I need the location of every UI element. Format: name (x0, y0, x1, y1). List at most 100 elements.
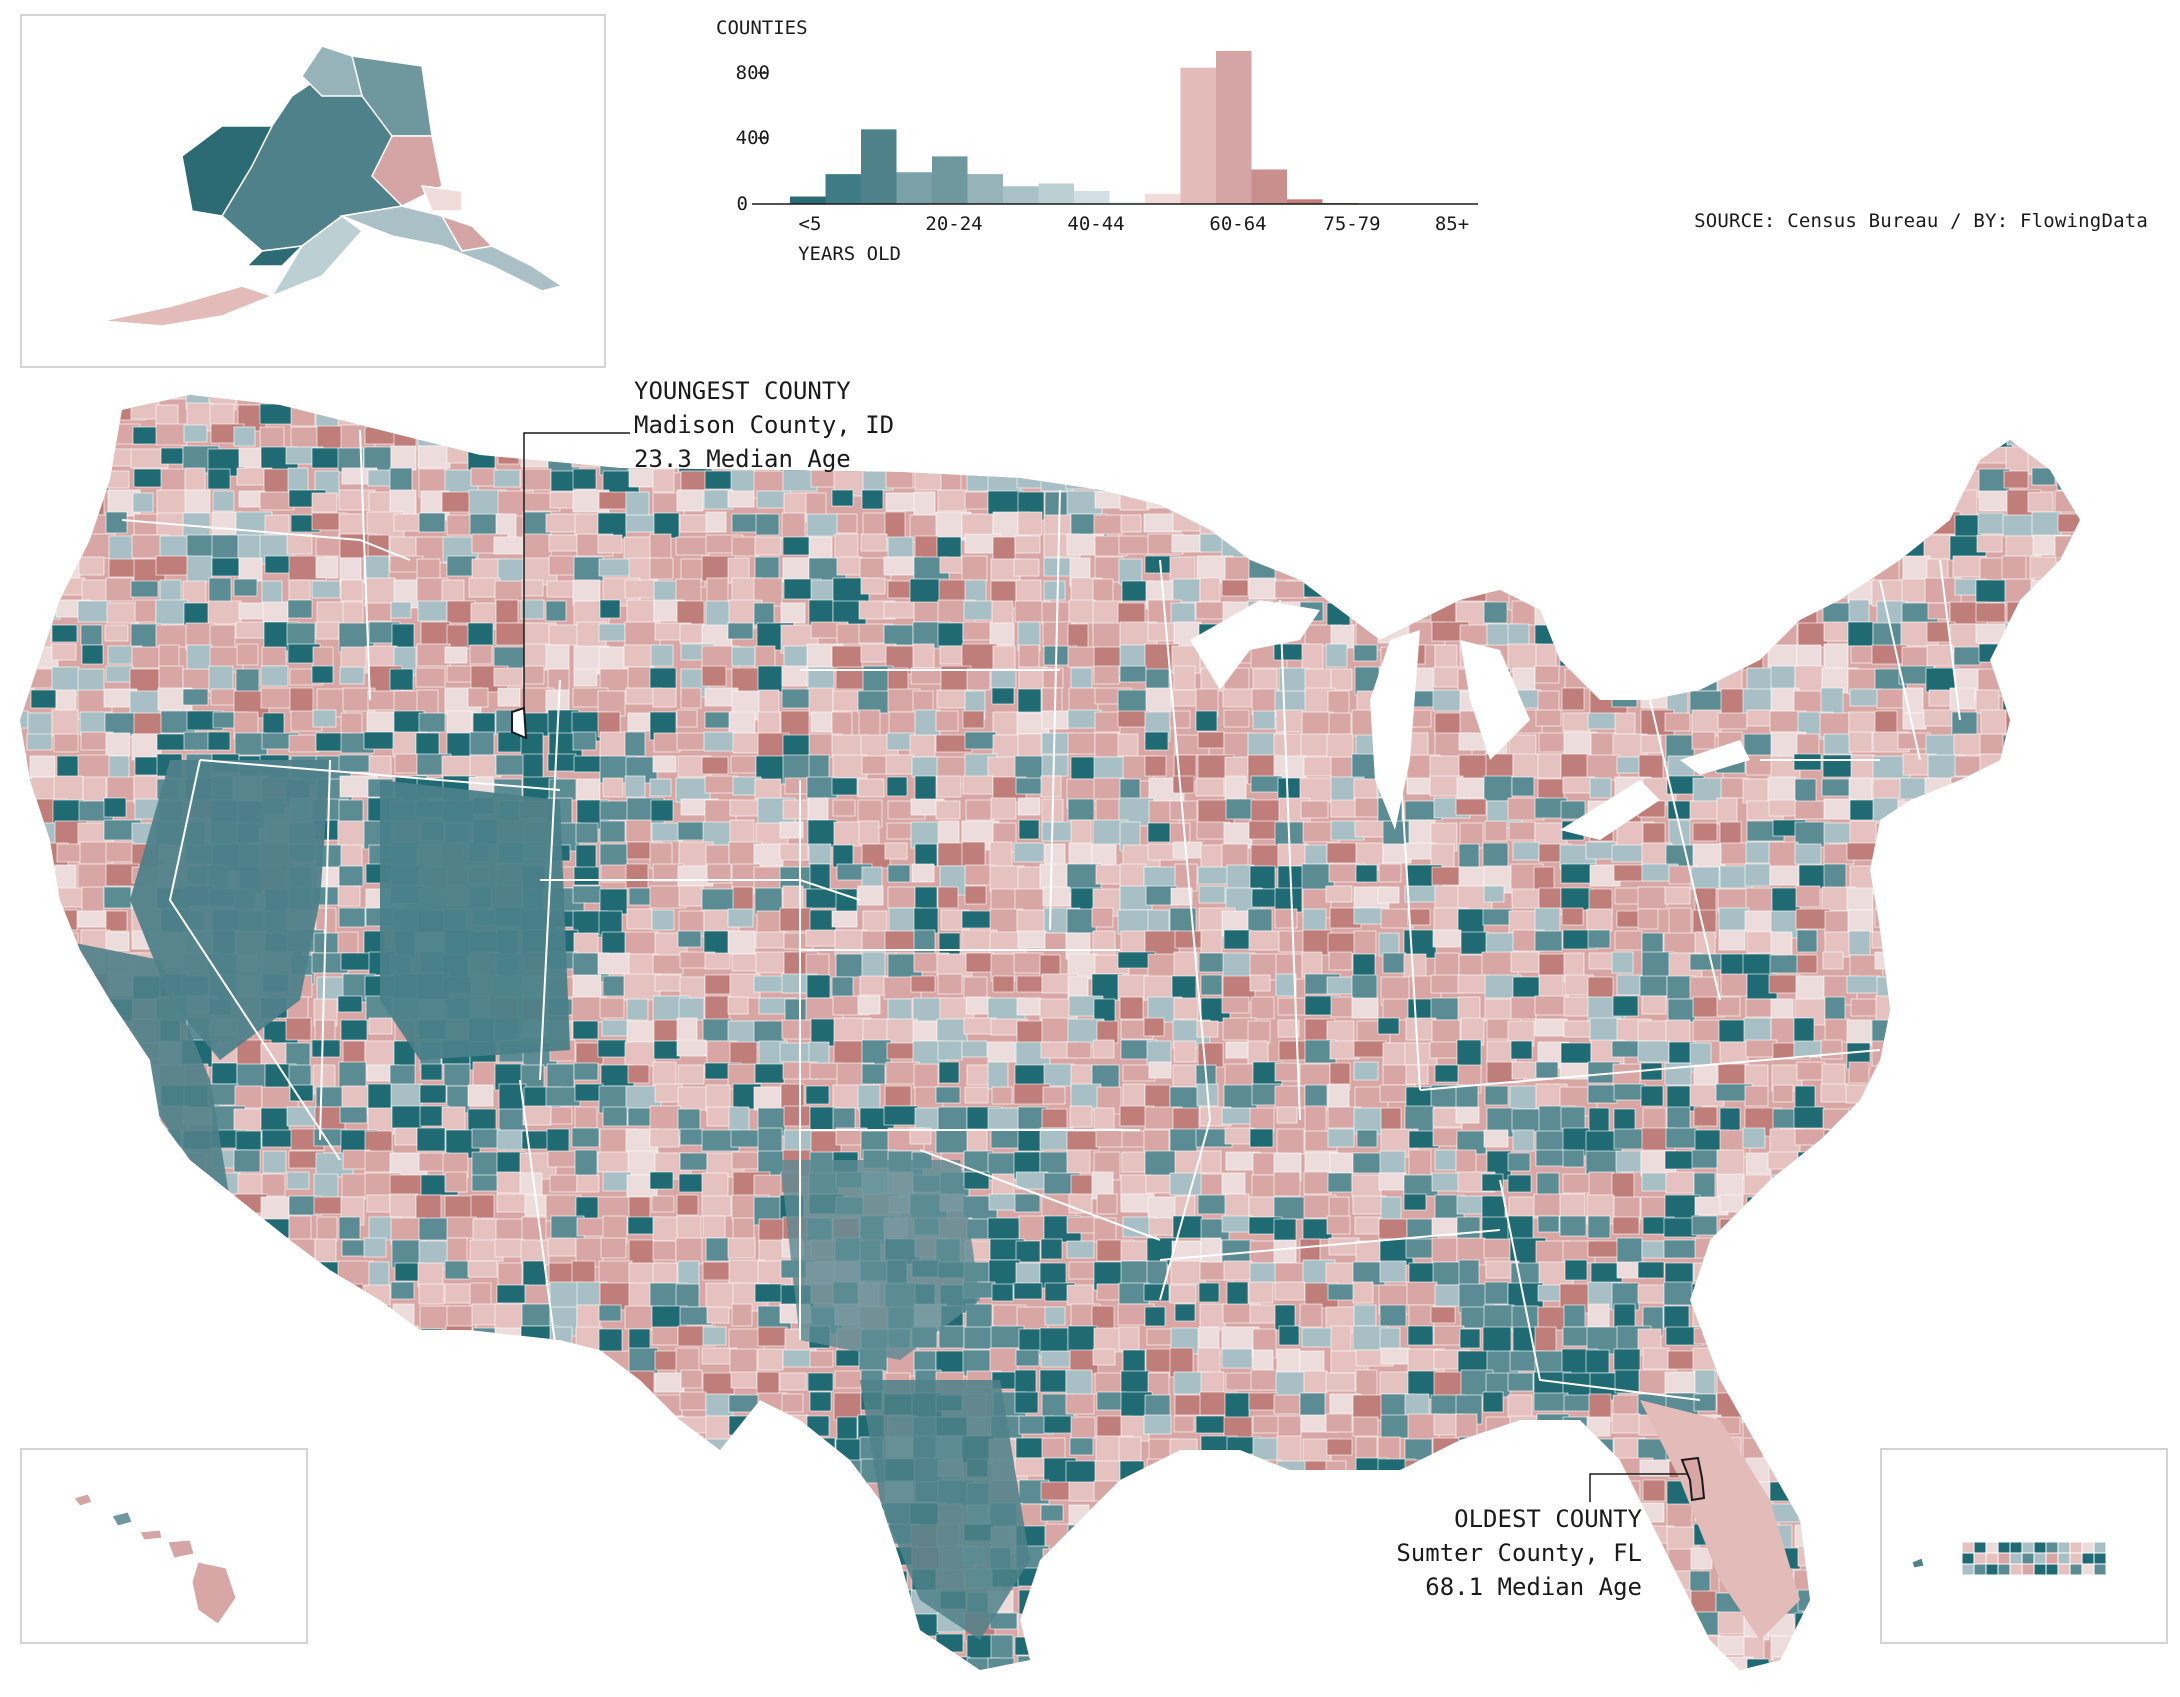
county-cell (20, 533, 40, 557)
county-cell (1017, 1613, 1045, 1641)
county-cell (445, 1547, 469, 1575)
county-cell (1146, 1547, 1184, 1568)
county-cell (965, 395, 996, 409)
county-cell (235, 1284, 265, 1314)
county-cell (1928, 467, 1967, 495)
county-cell (495, 1635, 533, 1664)
county-cell (1459, 1460, 1494, 1482)
county-cell (1797, 1350, 1827, 1380)
county-cell (51, 887, 85, 908)
county-cell (727, 1237, 756, 1259)
county-cell (1172, 1064, 1200, 1088)
county-cell (27, 1040, 53, 1061)
county-cell (781, 1438, 819, 1458)
county-cell (1327, 1128, 1355, 1148)
county-cell (705, 1614, 728, 1632)
county-cell (2106, 647, 2130, 671)
county-cell (1953, 445, 1979, 465)
county-cell (340, 844, 363, 868)
county-cell (1355, 864, 1378, 883)
county-cell (181, 1240, 204, 1266)
county-cell (1013, 558, 1040, 577)
county-cell (1975, 798, 2012, 823)
county-cell (391, 1393, 429, 1420)
county-cell (1249, 1128, 1274, 1148)
county-cell (81, 644, 104, 665)
county-cell (2055, 401, 2080, 421)
county-cell (730, 755, 758, 774)
county-cell (1975, 623, 2013, 644)
county-cell (392, 1370, 422, 1398)
county-cell (1950, 973, 1988, 992)
county-cell (1668, 907, 1692, 936)
county-cell (1221, 1215, 1254, 1233)
county-cell (729, 819, 755, 845)
county-cell (290, 403, 316, 427)
county-cell (52, 1304, 83, 1335)
county-cell (1066, 1547, 1092, 1574)
county-cell (315, 1303, 354, 1322)
county-cell (52, 1282, 75, 1311)
county-cell (1951, 1237, 1976, 1256)
county-cell (1252, 511, 1278, 542)
county-cell (2055, 1129, 2080, 1157)
county-cell (54, 577, 86, 596)
county-cell (1691, 1658, 1724, 1670)
county-cell (1223, 929, 1252, 950)
county-cell (702, 1326, 727, 1346)
county-cell (1769, 534, 1797, 563)
county-cell (1693, 424, 1722, 455)
county-cell (1510, 556, 1532, 583)
county-cell (2032, 1392, 2054, 1410)
county-cell (339, 1370, 361, 1400)
county-cell (1563, 1304, 1586, 1328)
county-cell (208, 1193, 238, 1211)
county-cell (2001, 555, 2027, 580)
county-cell (1847, 1567, 1873, 1587)
county-cell (836, 556, 863, 576)
county-cell (1871, 1173, 1902, 1192)
county-cell (105, 910, 128, 932)
county-cell (1663, 622, 1698, 646)
county-cell (1512, 753, 1541, 779)
county-cell (597, 1656, 624, 1670)
county-cell (1871, 1040, 1908, 1067)
county-cell (1456, 1216, 1481, 1240)
county-cell (886, 1018, 918, 1046)
county-cell (28, 1328, 52, 1357)
county-cell (2161, 932, 2180, 956)
county-cell (809, 1437, 836, 1467)
county-cell (1845, 1084, 1877, 1104)
county-cell (1666, 1570, 1694, 1594)
county-cell (20, 888, 25, 918)
county-cell (2106, 1195, 2135, 1223)
county-cell (1356, 534, 1385, 552)
county-cell (649, 1105, 682, 1131)
county-cell (1172, 578, 1201, 603)
county-cell (1533, 1614, 1567, 1643)
county-cell (1977, 1350, 2003, 1372)
county-cell (599, 1457, 622, 1478)
county-cell (2134, 1393, 2157, 1421)
county-cell (783, 1480, 808, 1500)
county-cell (2006, 601, 2029, 623)
county-cell (1017, 930, 1047, 949)
county-cell (2028, 1218, 2050, 1237)
county-cell (470, 1194, 495, 1219)
county-cell (1768, 974, 1801, 994)
county-cell (1355, 557, 1392, 583)
county-cell (754, 1636, 790, 1666)
county-cell (1769, 1481, 1802, 1502)
county-cell (810, 579, 835, 603)
county-cell (727, 1479, 753, 1499)
county-cell (1637, 1040, 1670, 1063)
county-cell (2081, 536, 2113, 552)
county-cell (910, 1656, 940, 1670)
county-cell (1745, 1238, 1768, 1267)
county-cell (1481, 535, 1510, 559)
county-cell (861, 1063, 886, 1085)
county-cell (729, 1658, 767, 1670)
county-cell (1638, 754, 1664, 782)
county-cell (1772, 1348, 1806, 1370)
county-cell (78, 446, 103, 469)
